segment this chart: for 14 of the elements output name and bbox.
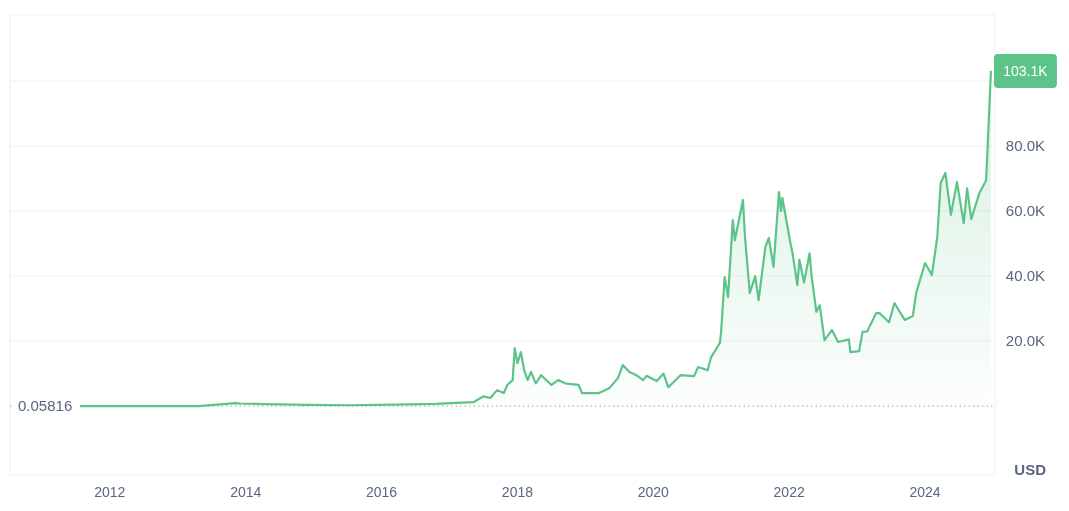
x-tick-label: 2014: [230, 484, 262, 500]
x-tick-label: 2024: [909, 484, 941, 500]
x-tick-label: 2016: [366, 484, 398, 500]
x-tick-label: 2012: [94, 484, 126, 500]
y-tick-label: 40.0K: [1005, 267, 1045, 285]
ref-line-label: 0.05816: [18, 397, 73, 415]
y-tick-label: 60.0K: [1005, 202, 1045, 220]
annotation: 103.1K: [1003, 62, 1049, 79]
y-axis-title: USD: [1014, 461, 1047, 479]
y-tick-label: 80.0K: [1005, 137, 1045, 155]
y-tick-label: 20.0K: [1005, 332, 1045, 350]
x-tick-label: 2020: [637, 484, 670, 500]
x-tick-label: 2022: [773, 484, 805, 500]
x-tick-label: 2018: [501, 484, 534, 500]
